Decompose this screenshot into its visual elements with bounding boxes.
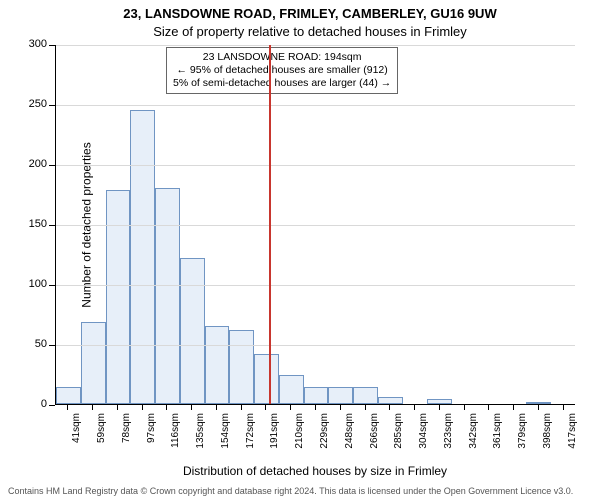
x-tick-label: 59sqm [96,413,107,457]
y-tick [49,345,55,346]
x-tick [439,405,440,410]
x-tick-label: 379sqm [517,413,528,457]
bars-layer [56,45,575,404]
x-tick-label: 248sqm [344,413,355,457]
annotation-line3: 5% of semi-detached houses are larger (4… [173,77,391,90]
y-tick [49,165,55,166]
chart-subtitle: Size of property relative to detached ho… [40,24,580,39]
x-tick [92,405,93,410]
histogram-bar [56,387,81,404]
x-tick-label: 78sqm [121,413,132,457]
x-tick [67,405,68,410]
x-tick [340,405,341,410]
histogram-bar [328,387,353,404]
y-tick-label: 200 [17,158,47,170]
annotation-line2: ← 95% of detached houses are smaller (91… [173,64,391,77]
y-tick-label: 300 [17,38,47,50]
x-tick [365,405,366,410]
chart-title: 23, LANSDOWNE ROAD, FRIMLEY, CAMBERLEY, … [40,6,580,21]
histogram-bar [526,402,551,404]
x-tick [142,405,143,410]
chart-container: 23, LANSDOWNE ROAD, FRIMLEY, CAMBERLEY, … [0,0,600,500]
y-tick-label: 250 [17,98,47,110]
x-tick-label: 398sqm [542,413,553,457]
footnote: Contains HM Land Registry data © Crown c… [8,486,592,496]
marker-line [269,45,271,404]
annotation-line1: 23 LANSDOWNE ROAD: 194sqm [173,51,391,64]
y-tick [49,105,55,106]
y-tick [49,405,55,406]
x-tick [414,405,415,410]
x-tick [216,405,217,410]
x-tick-label: 417sqm [567,413,578,457]
histogram-bar [427,399,452,404]
x-tick [464,405,465,410]
x-tick-label: 285sqm [393,413,404,457]
histogram-bar [304,387,329,404]
y-tick-label: 100 [17,278,47,290]
histogram-bar [130,110,155,404]
x-tick [117,405,118,410]
y-tick [49,225,55,226]
x-tick-label: 342sqm [468,413,479,457]
histogram-bar [180,258,205,404]
histogram-bar [254,354,279,404]
histogram-bar [378,397,403,404]
x-tick [315,405,316,410]
x-tick-label: 361sqm [492,413,503,457]
x-tick-label: 210sqm [294,413,305,457]
x-tick-label: 97sqm [146,413,157,457]
x-tick-label: 266sqm [369,413,380,457]
x-tick [513,405,514,410]
x-tick [265,405,266,410]
histogram-bar [353,387,378,404]
y-tick [49,285,55,286]
x-tick-label: 172sqm [245,413,256,457]
histogram-bar [205,326,230,404]
y-tick [49,45,55,46]
x-axis-label: Distribution of detached houses by size … [55,464,575,478]
x-tick [563,405,564,410]
y-tick-label: 50 [17,338,47,350]
x-tick [191,405,192,410]
x-tick-label: 191sqm [269,413,280,457]
x-tick [290,405,291,410]
x-tick [166,405,167,410]
x-tick-label: 323sqm [443,413,454,457]
x-tick-label: 135sqm [195,413,206,457]
x-tick-label: 41sqm [71,413,82,457]
histogram-bar [155,188,180,404]
x-tick [538,405,539,410]
x-tick-label: 116sqm [170,413,181,457]
plot-area: 23 LANSDOWNE ROAD: 194sqm ← 95% of detac… [55,45,575,405]
x-tick [389,405,390,410]
annotation-box: 23 LANSDOWNE ROAD: 194sqm ← 95% of detac… [166,47,398,94]
histogram-bar [279,375,304,404]
histogram-bar [229,330,254,404]
y-tick-label: 0 [17,398,47,410]
x-tick-label: 229sqm [319,413,330,457]
histogram-bar [81,322,106,404]
y-tick-label: 150 [17,218,47,230]
x-tick [488,405,489,410]
x-tick-label: 304sqm [418,413,429,457]
x-tick-label: 154sqm [220,413,231,457]
histogram-bar [106,190,131,404]
x-tick [241,405,242,410]
